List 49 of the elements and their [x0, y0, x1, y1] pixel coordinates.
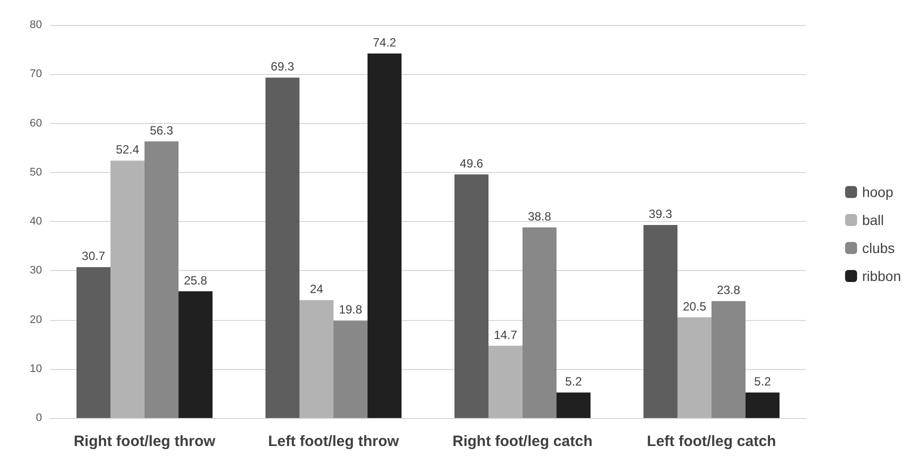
y-tick-label: 80	[30, 19, 42, 31]
y-tick-label: 40	[30, 216, 42, 228]
data-label: 23.8	[716, 283, 741, 298]
x-tick-label: Right foot/leg catch	[452, 433, 592, 450]
bar	[368, 53, 402, 418]
data-label: 30.7	[82, 249, 106, 264]
data-label: 56.3	[150, 123, 174, 138]
bar	[334, 320, 368, 418]
bar	[522, 227, 557, 418]
y-tick-label: 20	[30, 314, 42, 326]
y-tick-label: 0	[36, 412, 42, 424]
data-label: 5.2	[565, 374, 582, 388]
bar	[454, 174, 488, 418]
data-label: 52.4	[116, 142, 140, 157]
bar	[488, 346, 522, 418]
bar	[144, 141, 179, 418]
data-label: 74.2	[372, 35, 397, 50]
bar	[677, 317, 712, 418]
bar	[265, 78, 300, 418]
bar	[76, 267, 110, 418]
y-tick-label: 50	[30, 166, 42, 178]
data-label: 24	[310, 282, 324, 296]
y-tick-label: 30	[30, 264, 42, 277]
bar	[556, 392, 591, 418]
data-label: 69.3	[270, 60, 294, 74]
bar	[746, 392, 780, 418]
y-tick-label: 60	[30, 117, 42, 130]
bar	[110, 160, 144, 418]
legend-label: ribbon	[862, 268, 902, 284]
data-label: 14.7	[494, 328, 518, 342]
data-label: 20.5	[682, 299, 706, 314]
data-label: 49.6	[460, 156, 484, 170]
legend-label: ball	[862, 212, 884, 228]
data-label: 38.8	[528, 209, 552, 224]
bar	[299, 300, 334, 418]
x-tick-label: Right foot/leg throw	[74, 433, 216, 450]
bar	[712, 301, 746, 418]
data-label: 5.2	[754, 374, 772, 388]
bar	[178, 291, 213, 418]
data-label: 19.8	[338, 302, 363, 317]
x-tick-label: Left foot/leg throw	[268, 433, 400, 450]
data-label: 39.3	[648, 206, 672, 221]
y-tick-label: 10	[30, 362, 42, 375]
legend-label: hoop	[862, 184, 894, 200]
data-label: 25.8	[184, 273, 208, 288]
y-tick-label: 70	[30, 68, 42, 80]
legend-label: clubs	[862, 240, 895, 256]
x-tick-label: Left foot/leg catch	[646, 433, 776, 450]
bar	[643, 224, 678, 418]
